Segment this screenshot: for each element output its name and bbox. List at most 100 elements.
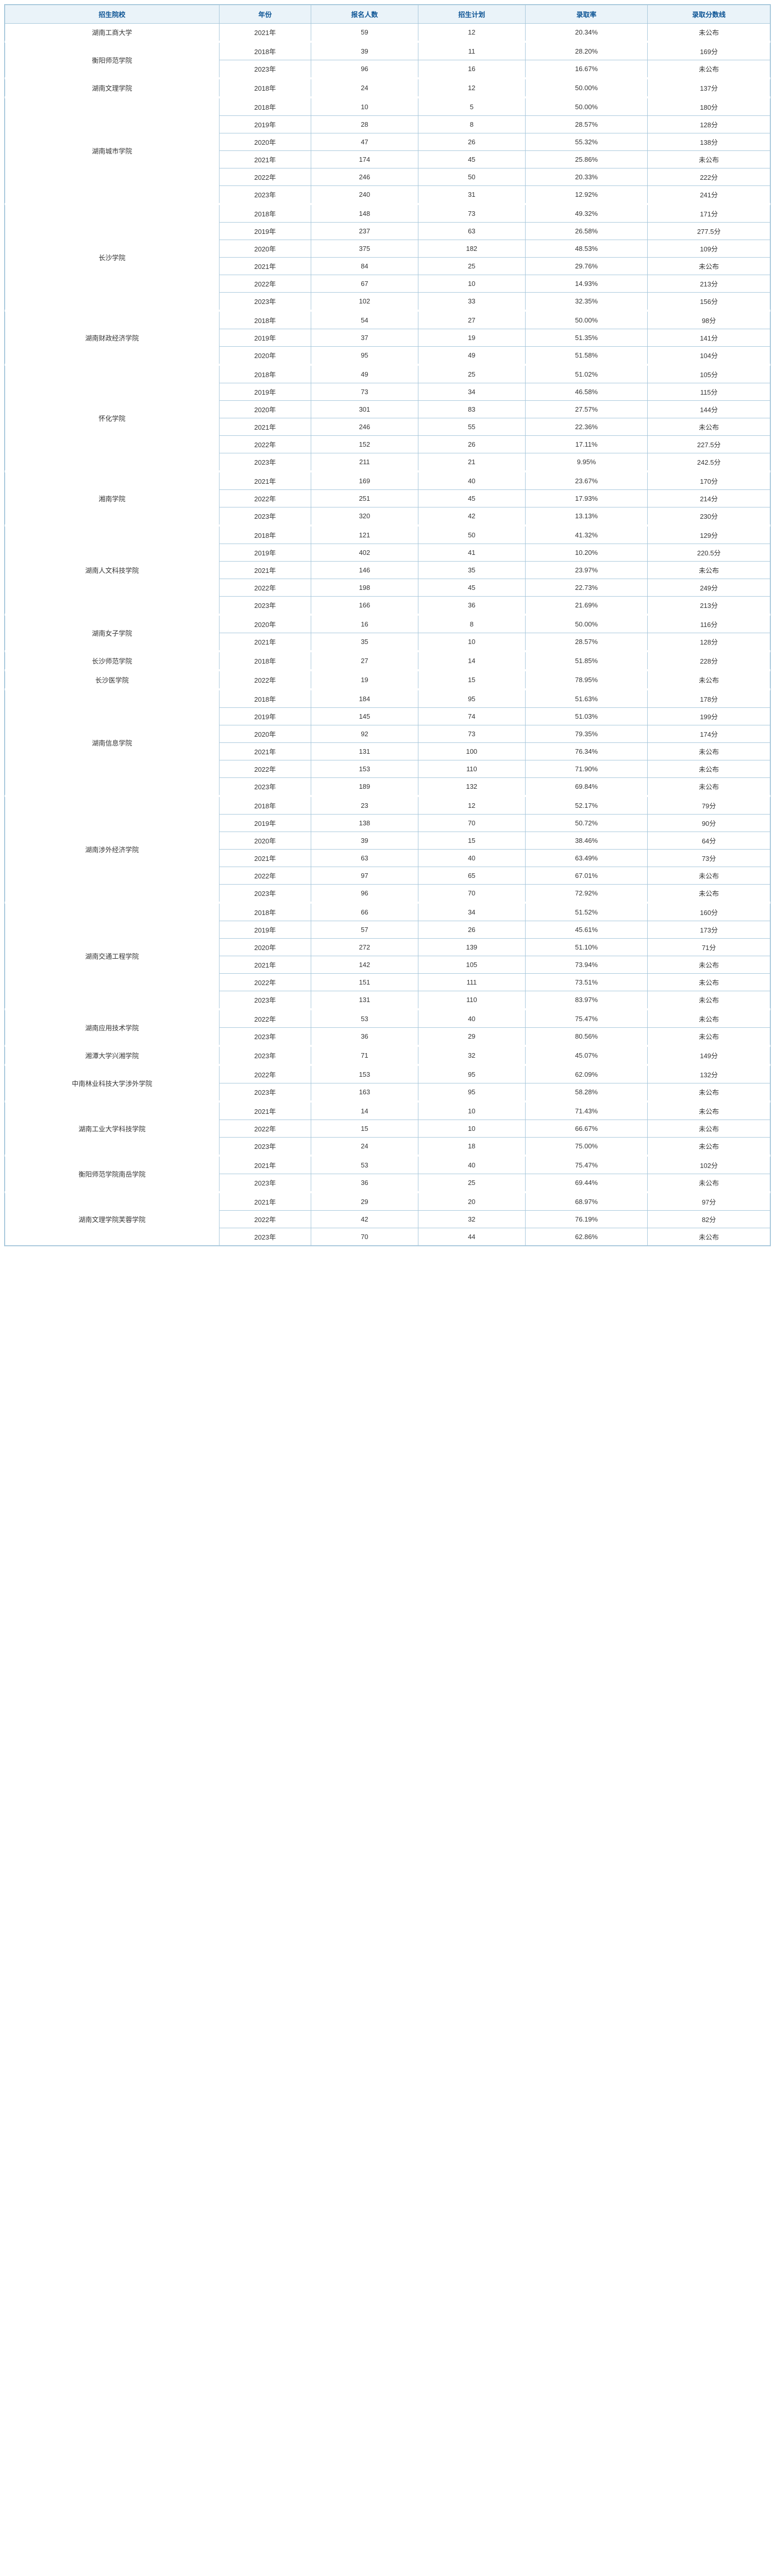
cell-plan: 10: [418, 1120, 525, 1138]
cell-rate: 17.93%: [525, 490, 648, 507]
cell-rate: 83.97%: [525, 991, 648, 1010]
cell-rate: 48.53%: [525, 240, 648, 258]
cell-score: 128分: [648, 633, 770, 652]
cell-plan: 10: [418, 1101, 525, 1120]
cell-year: 2022年: [219, 1065, 311, 1083]
table-row: 衡阳师范学院南岳学院2021年534075.47%102分: [5, 1156, 770, 1174]
cell-plan: 35: [418, 562, 525, 579]
cell-rate: 51.58%: [525, 347, 648, 365]
cell-year: 2023年: [219, 453, 311, 472]
table-row: 湖南文理学院2018年241250.00%137分: [5, 78, 770, 97]
cell-plan: 95: [418, 1083, 525, 1102]
cell-score: 169分: [648, 42, 770, 60]
cell-score: 174分: [648, 725, 770, 743]
cell-plan: 25: [418, 1174, 525, 1193]
cell-plan: 83: [418, 401, 525, 418]
cell-plan: 55: [418, 418, 525, 436]
cell-rate: 13.13%: [525, 507, 648, 526]
cell-plan: 95: [418, 1065, 525, 1083]
cell-year: 2021年: [219, 850, 311, 867]
cell-applicants: 27: [311, 651, 418, 670]
cell-plan: 132: [418, 778, 525, 796]
table-header: 招生院校 年份 报名人数 招生计划 录取率 录取分数线: [5, 5, 770, 24]
cell-school: 湖南女子学院: [5, 615, 220, 651]
cell-plan: 40: [418, 1156, 525, 1174]
cell-applicants: 166: [311, 597, 418, 615]
cell-applicants: 163: [311, 1083, 418, 1102]
cell-score: 173分: [648, 921, 770, 939]
cell-year: 2023年: [219, 1083, 311, 1102]
cell-plan: 42: [418, 507, 525, 526]
cell-year: 2018年: [219, 526, 311, 544]
table-row: 湖南女子学院2020年16850.00%116分: [5, 615, 770, 633]
cell-score: 未公布: [648, 1138, 770, 1156]
cell-plan: 74: [418, 708, 525, 725]
cell-applicants: 49: [311, 365, 418, 383]
cell-applicants: 251: [311, 490, 418, 507]
cell-applicants: 145: [311, 708, 418, 725]
cell-score: 82分: [648, 1211, 770, 1228]
cell-rate: 25.86%: [525, 151, 648, 168]
cell-rate: 75.47%: [525, 1156, 648, 1174]
cell-score: 未公布: [648, 151, 770, 168]
cell-applicants: 36: [311, 1174, 418, 1193]
cell-year: 2021年: [219, 151, 311, 168]
table-row: 中南林业科技大学涉外学院2022年1539562.09%132分: [5, 1065, 770, 1083]
cell-applicants: 131: [311, 743, 418, 760]
cell-rate: 75.00%: [525, 1138, 648, 1156]
cell-score: 178分: [648, 689, 770, 708]
cell-score: 未公布: [648, 418, 770, 436]
cell-plan: 11: [418, 42, 525, 60]
cell-applicants: 375: [311, 240, 418, 258]
cell-score: 199分: [648, 708, 770, 725]
table-row: 长沙学院2018年1487349.32%171分: [5, 204, 770, 223]
header-applicants: 报名人数: [311, 5, 418, 24]
cell-score: 214分: [648, 490, 770, 507]
cell-plan: 31: [418, 186, 525, 205]
cell-school: 长沙师范学院: [5, 651, 220, 670]
cell-applicants: 28: [311, 116, 418, 133]
cell-school: 怀化学院: [5, 365, 220, 471]
cell-score: 未公布: [648, 1174, 770, 1193]
cell-year: 2019年: [219, 223, 311, 240]
cell-year: 2020年: [219, 725, 311, 743]
cell-year: 2019年: [219, 921, 311, 939]
cell-year: 2021年: [219, 471, 311, 490]
cell-applicants: 97: [311, 867, 418, 885]
cell-applicants: 67: [311, 275, 418, 293]
cell-applicants: 146: [311, 562, 418, 579]
table-row: 湖南工业大学科技学院2021年141071.43%未公布: [5, 1101, 770, 1120]
cell-applicants: 96: [311, 885, 418, 903]
cell-year: 2021年: [219, 1101, 311, 1120]
cell-plan: 25: [418, 365, 525, 383]
cell-plan: 15: [418, 670, 525, 689]
cell-school: 湖南文理学院芙蓉学院: [5, 1192, 220, 1246]
cell-score: 222分: [648, 168, 770, 186]
cell-rate: 76.19%: [525, 1211, 648, 1228]
cell-year: 2020年: [219, 240, 311, 258]
cell-score: 未公布: [648, 1101, 770, 1120]
table-row: 湖南交通工程学院2018年663451.52%160分: [5, 903, 770, 921]
cell-applicants: 15: [311, 1120, 418, 1138]
cell-applicants: 151: [311, 974, 418, 991]
cell-rate: 76.34%: [525, 743, 648, 760]
cell-rate: 73.94%: [525, 956, 648, 974]
cell-score: 105分: [648, 365, 770, 383]
cell-year: 2019年: [219, 329, 311, 347]
cell-applicants: 71: [311, 1046, 418, 1065]
cell-applicants: 198: [311, 579, 418, 597]
cell-year: 2020年: [219, 939, 311, 956]
cell-plan: 95: [418, 689, 525, 708]
table-row: 湖南文理学院芙蓉学院2021年292068.97%97分: [5, 1192, 770, 1211]
cell-school: 湖南应用技术学院: [5, 1009, 220, 1046]
cell-plan: 73: [418, 204, 525, 223]
cell-year: 2023年: [219, 597, 311, 615]
cell-school: 湖南信息学院: [5, 689, 220, 796]
cell-applicants: 211: [311, 453, 418, 472]
cell-rate: 45.07%: [525, 1046, 648, 1065]
cell-year: 2023年: [219, 885, 311, 903]
cell-rate: 9.95%: [525, 453, 648, 472]
header-school: 招生院校: [5, 5, 220, 24]
cell-score: 241分: [648, 186, 770, 205]
cell-plan: 50: [418, 168, 525, 186]
